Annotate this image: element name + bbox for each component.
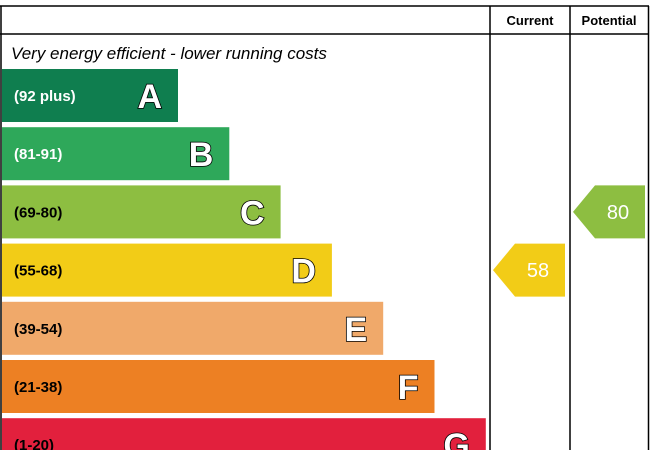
potential-rating: 80 <box>573 185 645 239</box>
current-rating: 58 <box>493 243 565 297</box>
band-a-bar <box>2 69 178 122</box>
band-c: (69-80) C <box>2 185 281 239</box>
rating-arrows: 58 80 <box>493 185 645 297</box>
band-c-range: (69-80) <box>14 204 62 221</box>
chart-subtitle: Very energy efficient - lower running co… <box>11 44 327 63</box>
current-rating-value: 58 <box>527 260 549 282</box>
band-a: (92 plus) A <box>2 69 178 122</box>
band-g-range: (1-20) <box>14 437 54 450</box>
band-e-bar <box>2 301 384 355</box>
band-e: (39-54) E <box>2 301 384 355</box>
potential-column-header: Potential <box>582 13 637 28</box>
band-f-bar <box>2 360 435 413</box>
rating-bands: (92 plus) A (81-91) B (69-80) C (55-68) D (39-54… <box>2 69 486 450</box>
band-d-bar <box>2 243 332 297</box>
band-d: (55-68) D <box>2 243 332 297</box>
current-column-header: Current <box>507 13 555 28</box>
potential-rating-value: 80 <box>607 202 629 224</box>
potential-rating-arrow <box>573 185 645 239</box>
band-c-letter: C <box>240 194 265 232</box>
band-b-letter: B <box>189 136 214 174</box>
band-c-bar <box>2 185 281 239</box>
band-g-letter: G <box>443 427 469 450</box>
current-rating-arrow <box>493 243 565 297</box>
band-b-range: (81-91) <box>14 146 62 163</box>
band-e-letter: E <box>345 311 368 349</box>
band-f-range: (21-38) <box>14 379 62 396</box>
band-d-range: (55-68) <box>14 263 62 280</box>
band-f-letter: F <box>398 369 419 407</box>
band-e-range: (39-54) <box>14 321 62 338</box>
band-a-letter: A <box>137 78 162 116</box>
band-f: (21-38) F <box>2 360 435 413</box>
band-b-bar <box>2 127 230 181</box>
band-a-range: (92 plus) <box>14 88 76 105</box>
band-d-letter: D <box>291 253 316 291</box>
band-b: (81-91) B <box>2 127 230 181</box>
band-g: (1-20) G <box>2 418 486 450</box>
band-g-bar <box>2 418 486 450</box>
